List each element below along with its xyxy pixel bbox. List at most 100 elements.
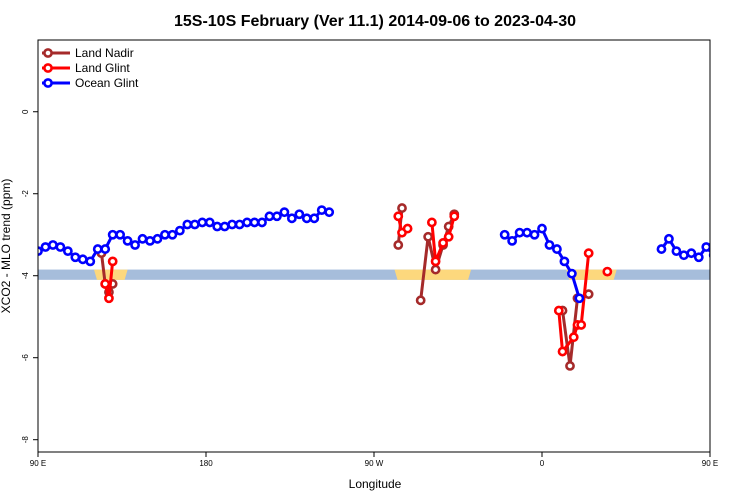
point-ocean-glint — [309, 213, 320, 224]
point-ocean-glint — [708, 252, 710, 259]
x-tick-label: 0 — [540, 459, 545, 468]
point-ocean-glint — [499, 229, 510, 240]
point-ocean-glint — [249, 217, 260, 228]
point-land-glint — [553, 305, 564, 316]
chart-title: 15S-10S February (Ver 11.1) 2014-09-06 t… — [174, 13, 576, 30]
point-ocean-glint — [107, 229, 118, 240]
point-ocean-glint — [574, 293, 585, 304]
point-ocean-glint — [130, 240, 140, 250]
point-ocean-glint — [537, 223, 547, 234]
point-land-nadir — [415, 295, 426, 306]
point-ocean-glint — [507, 235, 518, 246]
point-ocean-glint — [197, 217, 208, 228]
point-ocean-glint — [234, 219, 245, 230]
point-ocean-glint — [301, 213, 312, 224]
point-ocean-glint — [85, 256, 96, 267]
point-ocean-glint — [77, 254, 88, 265]
point-land-nadir — [393, 240, 404, 250]
y-tick-label: -8 — [21, 436, 30, 444]
point-ocean-glint — [671, 246, 682, 257]
point-ocean-glint — [725, 239, 732, 246]
point-ocean-glint — [740, 243, 747, 250]
point-ocean-glint — [122, 235, 133, 246]
point-ocean-glint — [514, 227, 525, 238]
point-ocean-glint — [167, 229, 178, 240]
ocean-band — [38, 269, 710, 280]
point-ocean-glint — [693, 252, 704, 263]
point-ocean-glint — [522, 227, 532, 238]
point-ocean-glint — [55, 242, 66, 252]
point-land-glint — [107, 256, 118, 267]
point-ocean-glint — [664, 233, 674, 244]
point-ocean-glint — [272, 211, 282, 222]
legend-item-ocean-glint: Ocean Glint — [42, 76, 139, 90]
y-tick-label: 0 — [21, 109, 30, 114]
point-ocean-glint — [324, 207, 335, 218]
x-tick-label: 90 W — [365, 459, 384, 468]
point-ocean-glint — [212, 221, 223, 232]
point-ocean-glint — [566, 268, 577, 279]
point-ocean-glint — [189, 219, 200, 230]
point-ocean-glint — [204, 217, 215, 228]
point-land-glint — [568, 332, 579, 343]
point-ocean-glint — [182, 219, 193, 230]
point-land-glint — [104, 293, 114, 304]
point-ocean-glint — [152, 233, 163, 244]
point-ocean-glint — [686, 248, 697, 259]
series-line-ocean-glint — [38, 208, 710, 299]
point-ocean-glint — [552, 244, 562, 254]
series-layer — [38, 203, 747, 371]
point-ocean-glint — [219, 221, 230, 232]
point-ocean-glint — [145, 235, 155, 246]
point-ocean-glint — [529, 229, 540, 240]
point-land-glint — [393, 211, 404, 222]
y-tick-label: -2 — [21, 190, 30, 198]
point-ocean-glint — [294, 209, 305, 220]
point-ocean-glint — [174, 225, 185, 236]
point-ocean-glint — [137, 233, 148, 244]
legend-marker — [43, 78, 53, 88]
point-ocean-glint — [279, 207, 290, 218]
point-land-glint — [402, 223, 413, 234]
land-band-segment — [394, 269, 472, 280]
point-ocean-glint — [264, 211, 275, 222]
point-ocean-glint — [656, 244, 667, 254]
x-axis: 90 E 180 90 W 0 90 E — [30, 452, 718, 468]
series-land-glint — [100, 211, 613, 357]
point-ocean-glint — [62, 246, 73, 257]
point-land-glint — [443, 231, 454, 242]
point-ocean-glint — [678, 250, 689, 261]
legend-item-land-glint: Land Glint — [42, 61, 130, 75]
legend-marker — [43, 63, 53, 73]
point-land-glint — [576, 320, 587, 330]
legend-item-land-nadir: Land Nadir — [42, 46, 134, 60]
legend-label: Land Glint — [75, 61, 130, 75]
legend-label: Ocean Glint — [75, 76, 139, 90]
point-ocean-glint — [718, 239, 725, 246]
point-land-glint — [583, 248, 594, 259]
point-ocean-glint — [257, 217, 267, 228]
point-ocean-glint — [92, 244, 103, 254]
point-ocean-glint — [160, 229, 170, 240]
series-line-land-nadir — [99, 207, 590, 368]
point-land-glint — [430, 256, 441, 267]
legend-marker — [43, 48, 53, 58]
point-ocean-glint — [70, 252, 81, 263]
point-ocean-glint — [100, 244, 111, 254]
point-land-nadir — [565, 361, 575, 371]
point-ocean-glint — [559, 256, 570, 267]
point-ocean-glint — [242, 217, 252, 228]
point-land-glint — [438, 238, 448, 248]
point-ocean-glint — [48, 240, 58, 250]
point-land-glint — [449, 211, 460, 222]
point-land-nadir — [423, 231, 434, 242]
point-land-nadir — [397, 203, 407, 213]
point-ocean-glint — [227, 219, 238, 230]
point-land-glint — [557, 346, 568, 357]
point-ocean-glint — [286, 213, 297, 224]
point-ocean-glint — [115, 229, 126, 240]
y-tick-label: -4 — [21, 272, 30, 280]
point-land-nadir — [430, 264, 441, 275]
x-tick-label: 180 — [199, 459, 213, 468]
